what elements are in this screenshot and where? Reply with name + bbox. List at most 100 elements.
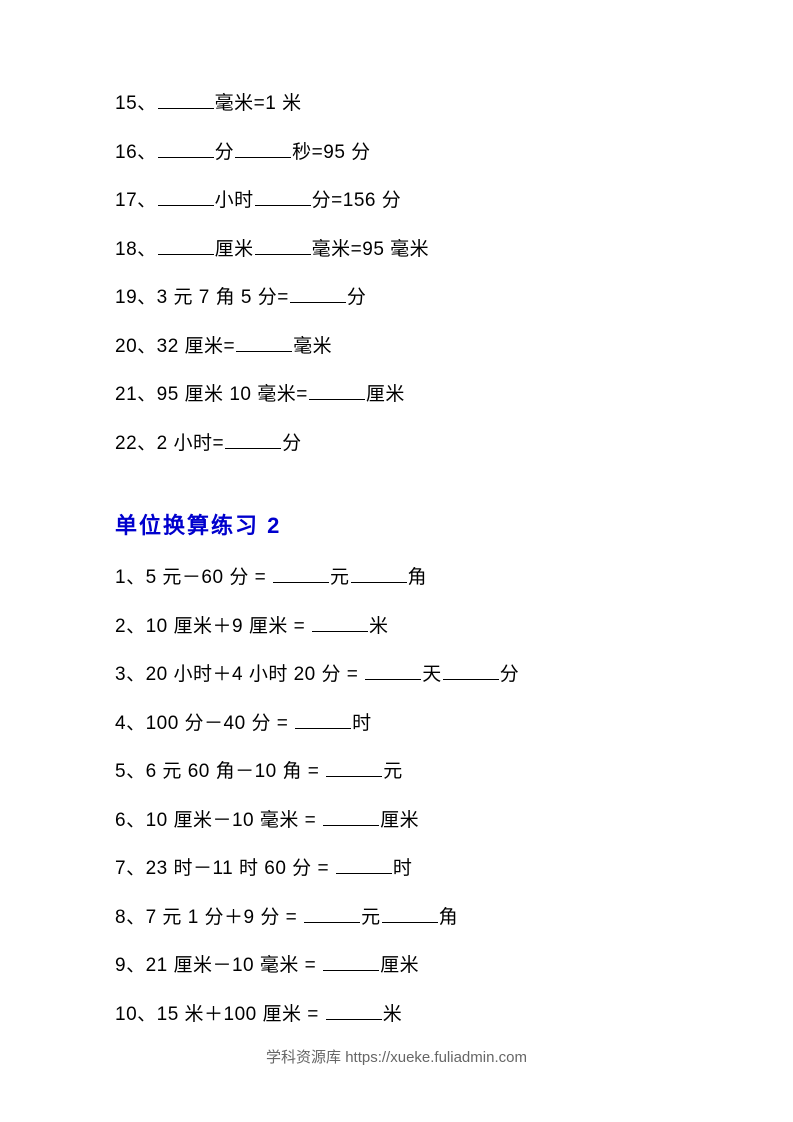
problem-line: 17、 小时 分=156 分 — [115, 187, 678, 216]
problem-number: 6、 — [115, 810, 146, 831]
fill-blank — [158, 187, 214, 206]
problem-number: 20、 — [115, 336, 157, 357]
problem-text: 分 — [215, 142, 235, 163]
problem-text: 元 — [383, 761, 403, 782]
section-1-problems: 15、毫米=1 米16、分秒=95 分17、小时分=156 分18、厘米毫米=9… — [115, 90, 678, 458]
problem-text: 厘米 — [380, 810, 419, 831]
problem-text: 时 — [393, 858, 413, 879]
problem-number: 5、 — [115, 761, 146, 782]
problem-line: 10、15 米＋100 厘米 = 米 — [115, 1001, 678, 1030]
problem-number: 2、 — [115, 616, 146, 637]
section-2-title: 单位换算练习 2 — [115, 508, 678, 540]
problem-text: 元 — [330, 567, 350, 588]
problem-number: 3、 — [115, 664, 146, 685]
problem-line: 22、2 小时=分 — [115, 430, 678, 459]
problem-text: 秒=95 分 — [292, 142, 371, 163]
problem-number: 10、 — [115, 1004, 157, 1025]
problem-line: 16、 分 秒=95 分 — [115, 139, 678, 168]
problem-line: 21、95 厘米 10 毫米= 厘米 — [115, 381, 678, 410]
problem-text: 角 — [408, 567, 428, 588]
problem-text: 95 厘米 10 毫米= — [157, 384, 308, 405]
problem-line: 6、10 厘米－10 毫米 = 厘米 — [115, 807, 678, 836]
problem-line: 1、5 元－60 分 = 元 角 — [115, 564, 678, 593]
problem-text: 5 元－60 分 = — [146, 567, 272, 588]
fill-blank — [158, 139, 214, 158]
problem-number: 22、 — [115, 433, 157, 454]
problem-line: 15、 毫米=1 米 — [115, 90, 678, 119]
problem-line: 7、23 时－11 时 60 分 = 时 — [115, 855, 678, 884]
problem-text: 米 — [383, 1004, 403, 1025]
fill-blank — [312, 613, 368, 632]
problem-text: 3 元 7 角 5 分= — [157, 287, 289, 308]
problem-line: 20、32 厘米= 毫米 — [115, 333, 678, 362]
fill-blank — [443, 661, 499, 680]
document-content: 15、毫米=1 米16、分秒=95 分17、小时分=156 分18、厘米毫米=9… — [0, 0, 793, 1029]
problem-text: 21 厘米－10 毫米 = — [146, 955, 322, 976]
problem-text: 23 时－11 时 60 分 = — [146, 858, 335, 879]
problem-line: 3、20 小时＋4 小时 20 分 = 天 分 — [115, 661, 678, 690]
problem-text: 天 — [422, 664, 442, 685]
fill-blank — [236, 333, 292, 352]
problem-line: 2、10 厘米＋9 厘米 = 米 — [115, 613, 678, 642]
problem-number: 1、 — [115, 567, 146, 588]
fill-blank — [365, 661, 421, 680]
problem-text: 分 — [500, 664, 520, 685]
problem-number: 18、 — [115, 239, 157, 260]
fill-blank — [304, 904, 360, 923]
fill-blank — [255, 187, 311, 206]
problem-number: 19、 — [115, 287, 157, 308]
fill-blank — [382, 904, 438, 923]
problem-text: 15 米＋100 厘米 = — [157, 1004, 325, 1025]
fill-blank — [351, 564, 407, 583]
problem-number: 16、 — [115, 142, 157, 163]
fill-blank — [225, 430, 281, 449]
fill-blank — [235, 139, 291, 158]
problem-text: 10 厘米＋9 厘米 = — [146, 616, 311, 637]
fill-blank — [309, 381, 365, 400]
fill-blank — [326, 1001, 382, 1020]
problem-text: 厘米 — [366, 384, 405, 405]
fill-blank — [273, 564, 329, 583]
problem-text: 角 — [439, 907, 459, 928]
problem-number: 9、 — [115, 955, 146, 976]
problem-number: 17、 — [115, 190, 157, 211]
problem-text: 米 — [369, 616, 389, 637]
problem-text: 100 分－40 分 = — [146, 713, 295, 734]
problem-number: 21、 — [115, 384, 157, 405]
problem-text: 10 厘米－10 毫米 = — [146, 810, 322, 831]
fill-blank — [326, 758, 382, 777]
problem-text: 小时 — [215, 190, 254, 211]
fill-blank — [158, 90, 214, 109]
problem-number: 7、 — [115, 858, 146, 879]
problem-text: 分=156 分 — [312, 190, 402, 211]
problem-number: 4、 — [115, 713, 146, 734]
problem-line: 18、厘米毫米=95 毫米 — [115, 236, 678, 265]
fill-blank — [295, 710, 351, 729]
problem-text: 毫米 — [293, 336, 332, 357]
problem-text: 32 厘米= — [157, 336, 236, 357]
fill-blank — [323, 807, 379, 826]
fill-blank — [158, 236, 214, 255]
problem-line: 4、100 分－40 分 = 时 — [115, 710, 678, 739]
problem-text: 分 — [282, 433, 302, 454]
problem-line: 9、21 厘米－10 毫米 = 厘米 — [115, 952, 678, 981]
problem-text: 20 小时＋4 小时 20 分 = — [146, 664, 365, 685]
problem-line: 19、3 元 7 角 5 分= 分 — [115, 284, 678, 313]
problem-text: 厘米 — [215, 239, 254, 260]
section-2-problems: 1、5 元－60 分 = 元角2、10 厘米＋9 厘米 = 米3、20 小时＋4… — [115, 564, 678, 1029]
problem-number: 8、 — [115, 907, 146, 928]
problem-text: 6 元 60 角－10 角 = — [146, 761, 326, 782]
fill-blank — [323, 952, 379, 971]
page-footer: 学科资源库 https://xueke.fuliadmin.com — [0, 1046, 793, 1067]
fill-blank — [336, 855, 392, 874]
problem-text: 元 — [361, 907, 381, 928]
problem-text: 时 — [352, 713, 372, 734]
problem-line: 8、7 元 1 分＋9 分 = 元 角 — [115, 904, 678, 933]
problem-text: 毫米=1 米 — [215, 93, 302, 114]
problem-text: 厘米 — [380, 955, 419, 976]
problem-number: 15、 — [115, 93, 157, 114]
fill-blank — [255, 236, 311, 255]
problem-text: 分 — [347, 287, 367, 308]
problem-text: 7 元 1 分＋9 分 = — [146, 907, 303, 928]
problem-line: 5、6 元 60 角－10 角 = 元 — [115, 758, 678, 787]
